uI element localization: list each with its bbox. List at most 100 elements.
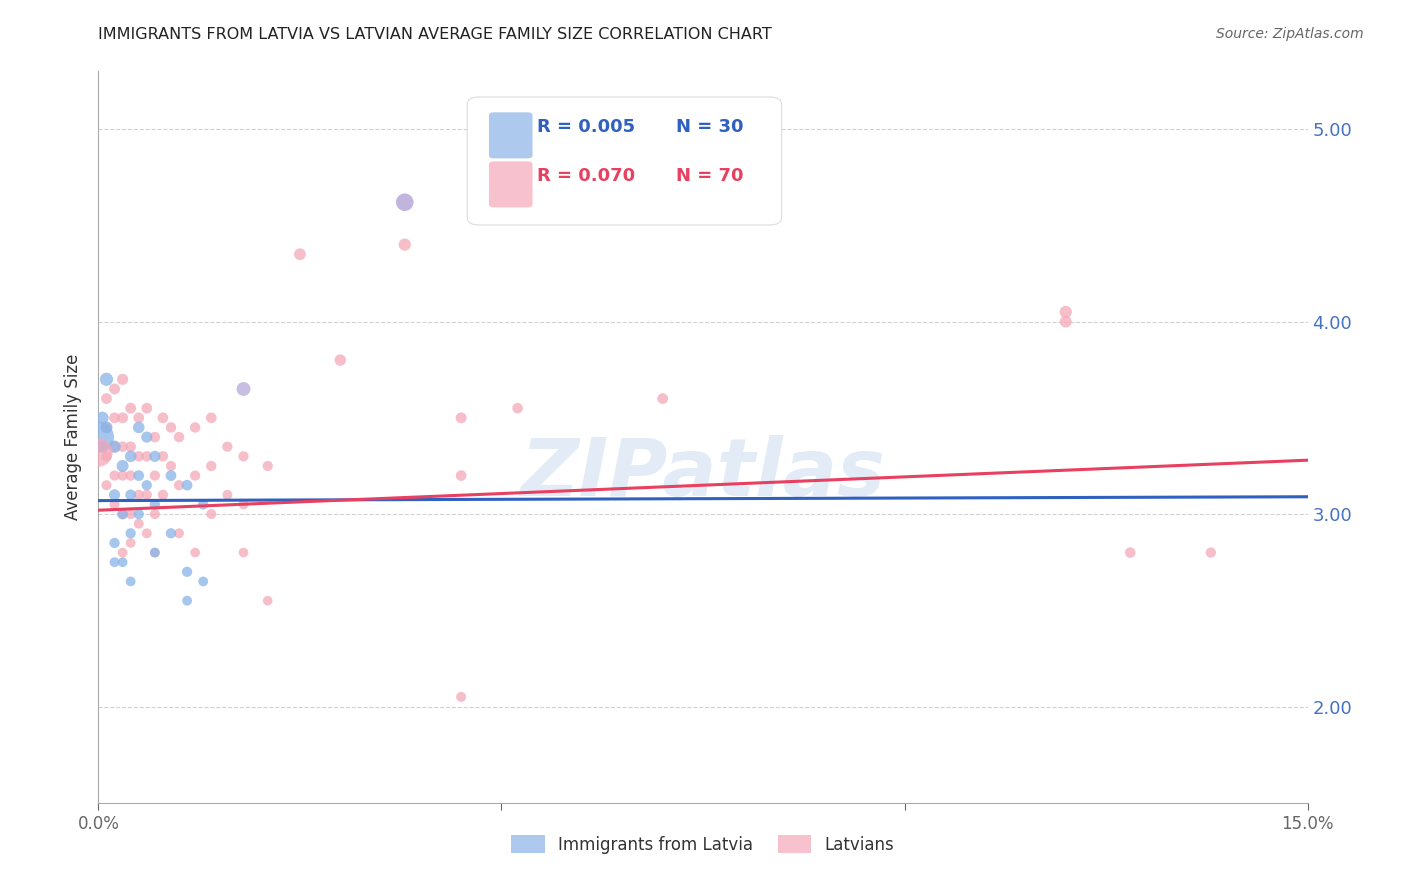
Point	[176, 565, 198, 579]
Point	[167, 526, 190, 541]
Point	[200, 410, 222, 425]
Point	[394, 195, 416, 210]
Point	[120, 507, 142, 521]
Point	[143, 468, 166, 483]
Text: ZIPatlas: ZIPatlas	[520, 434, 886, 513]
FancyBboxPatch shape	[467, 97, 782, 225]
Point	[152, 488, 174, 502]
Point	[120, 488, 142, 502]
Point	[111, 545, 134, 559]
Point	[256, 593, 278, 607]
Point	[128, 450, 150, 464]
Point	[232, 382, 254, 396]
Point	[256, 458, 278, 473]
Point	[103, 488, 125, 502]
Point	[450, 468, 472, 483]
Point	[143, 545, 166, 559]
Point	[111, 555, 134, 569]
Text: IMMIGRANTS FROM LATVIA VS LATVIAN AVERAGE FAMILY SIZE CORRELATION CHART: IMMIGRANTS FROM LATVIA VS LATVIAN AVERAG…	[98, 27, 772, 42]
Point	[103, 468, 125, 483]
Point	[1054, 315, 1077, 329]
Point	[160, 468, 183, 483]
Point	[135, 450, 157, 464]
Point	[200, 458, 222, 473]
Point	[111, 507, 134, 521]
Point	[96, 372, 118, 386]
Point	[506, 401, 529, 416]
Point	[193, 498, 215, 512]
Text: R = 0.005: R = 0.005	[537, 119, 636, 136]
FancyBboxPatch shape	[489, 161, 533, 208]
Point	[111, 410, 134, 425]
Point	[143, 430, 166, 444]
Point	[96, 450, 118, 464]
Point	[184, 545, 207, 559]
Point	[232, 545, 254, 559]
Point	[96, 420, 118, 434]
Point	[143, 498, 166, 512]
Point	[329, 353, 352, 368]
Point	[1199, 545, 1222, 559]
Point	[103, 440, 125, 454]
Point	[103, 536, 125, 550]
Point	[200, 507, 222, 521]
Point	[120, 526, 142, 541]
Point	[120, 450, 142, 464]
Point	[135, 478, 157, 492]
Point	[135, 526, 157, 541]
Point	[96, 478, 118, 492]
Point	[184, 420, 207, 434]
Point	[103, 440, 125, 454]
Point	[1054, 305, 1077, 319]
Point	[160, 458, 183, 473]
Point	[120, 574, 142, 589]
Point	[120, 401, 142, 416]
Point	[167, 478, 190, 492]
Point	[135, 430, 157, 444]
Point	[160, 420, 183, 434]
Point	[143, 450, 166, 464]
Point	[176, 593, 198, 607]
Point	[128, 410, 150, 425]
Legend: Immigrants from Latvia, Latvians: Immigrants from Latvia, Latvians	[505, 829, 901, 860]
Point	[217, 488, 239, 502]
Point	[103, 410, 125, 425]
Point	[120, 536, 142, 550]
Point	[1119, 545, 1142, 559]
Point	[394, 237, 416, 252]
Point	[135, 488, 157, 502]
Point	[128, 516, 150, 531]
Point	[184, 468, 207, 483]
Point	[152, 450, 174, 464]
Point	[288, 247, 311, 261]
Point	[232, 498, 254, 512]
Point	[651, 392, 673, 406]
Point	[111, 372, 134, 386]
Point	[217, 440, 239, 454]
Point	[111, 440, 134, 454]
Point	[232, 450, 254, 464]
Text: Source: ZipAtlas.com: Source: ZipAtlas.com	[1216, 27, 1364, 41]
Point	[143, 507, 166, 521]
Point	[103, 555, 125, 569]
Point	[128, 507, 150, 521]
Point	[167, 430, 190, 444]
Point	[87, 445, 110, 459]
Point	[111, 468, 134, 483]
Point	[91, 410, 114, 425]
Text: N = 70: N = 70	[676, 168, 744, 186]
Point	[103, 498, 125, 512]
Point	[96, 420, 118, 434]
Point	[128, 468, 150, 483]
Point	[135, 401, 157, 416]
Point	[111, 507, 134, 521]
Point	[176, 478, 198, 492]
Text: R = 0.070: R = 0.070	[537, 168, 636, 186]
Point	[87, 430, 110, 444]
Point	[193, 574, 215, 589]
Point	[152, 410, 174, 425]
Text: N = 30: N = 30	[676, 119, 744, 136]
Point	[128, 420, 150, 434]
Point	[128, 488, 150, 502]
FancyBboxPatch shape	[489, 112, 533, 159]
